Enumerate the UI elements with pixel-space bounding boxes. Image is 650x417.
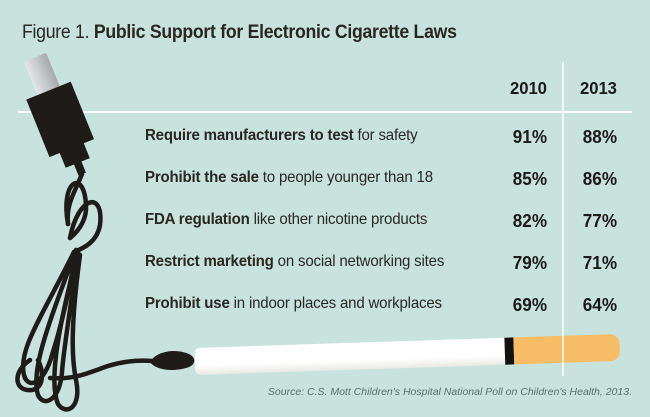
table-value-2013: 88%: [582, 127, 617, 147]
e-cigarette-illustration: [194, 333, 621, 375]
table-value-2010: 85%: [512, 169, 547, 189]
usb-plug-icon: [24, 53, 94, 176]
table-row-label: FDA regulation like other nicotine produ…: [145, 211, 428, 228]
usb-charger-cable-icon: [15, 53, 195, 412]
table-row-label: Restrict marketing on social networking …: [145, 253, 445, 270]
cigarette-led-tip: [150, 350, 195, 370]
charging-cable-coil: [15, 171, 155, 412]
header-divider-line: [18, 111, 632, 113]
figure-label: Figure 1.: [22, 22, 94, 43]
table-value-2010: 82%: [512, 211, 547, 231]
column-header-2010: 2010: [510, 78, 547, 98]
figure-title-text: Public Support for Electronic Cigarette …: [93, 22, 457, 43]
source-citation: Source: C.S. Mott Children's Hospital Na…: [267, 386, 632, 398]
figure-title: Figure 1. Public Support for Electronic …: [22, 22, 457, 44]
table-value-2010: 79%: [512, 253, 547, 273]
table-row-label: Prohibit use in indoor places and workpl…: [145, 295, 442, 312]
table-value-2010: 91%: [512, 127, 547, 147]
table-row-label: Prohibit the sale to people younger than…: [145, 169, 433, 186]
table-row-label: Require manufacturers to test for safety: [145, 127, 418, 144]
table-value-2013: 64%: [582, 295, 617, 315]
table-value-2013: 71%: [582, 253, 617, 273]
table-value-2013: 86%: [582, 169, 617, 189]
column-header-2013: 2013: [580, 78, 617, 98]
table-value-2013: 77%: [582, 211, 617, 231]
cigarette-filter: [513, 333, 621, 365]
column-divider-line: [562, 62, 564, 376]
table-value-2010: 69%: [512, 295, 547, 315]
cigarette-body: [194, 337, 506, 375]
